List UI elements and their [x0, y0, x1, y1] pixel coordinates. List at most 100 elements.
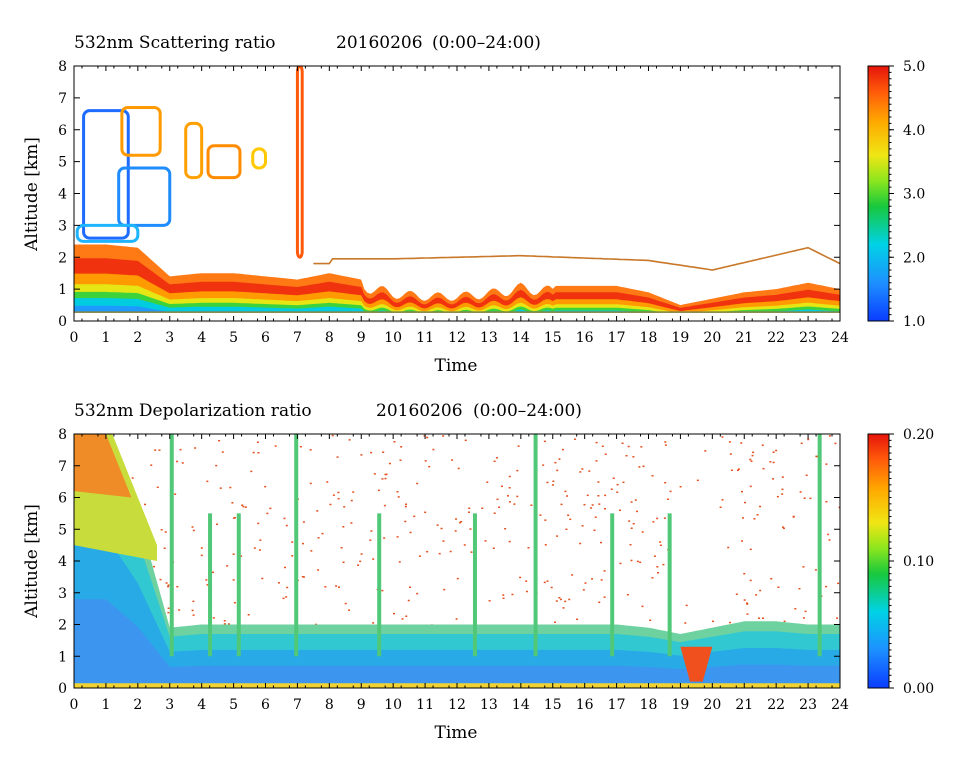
y-tick-label: 5	[58, 155, 67, 171]
y-tick-label: 7	[58, 91, 67, 107]
noise-speck	[598, 503, 601, 505]
panel-scattering: 532nm Scattering ratio 20160206 (0:00–24…	[22, 33, 925, 376]
noise-speck	[484, 540, 487, 542]
noise-speck	[736, 469, 739, 472]
vertical-streak	[667, 513, 672, 657]
noise-speck	[438, 552, 441, 555]
noise-speck	[314, 623, 317, 626]
noise-speck	[641, 531, 644, 533]
noise-speck	[649, 619, 652, 622]
noise-speck	[291, 555, 294, 557]
noise-speck	[324, 586, 327, 588]
noise-speck	[775, 449, 778, 452]
noise-speck	[440, 527, 443, 530]
noise-speck	[746, 602, 749, 604]
noise-speck	[337, 491, 340, 494]
noise-speck	[179, 448, 182, 451]
chart-title: 532nm Depolarization ratio	[74, 401, 312, 421]
noise-speck	[253, 547, 256, 549]
noise-speck	[564, 600, 567, 603]
x-tick-label: 5	[229, 697, 238, 713]
noise-speck	[398, 561, 401, 563]
noise-speck	[772, 451, 775, 453]
noise-speck	[565, 528, 568, 531]
noise-speck	[331, 434, 334, 437]
noise-speck	[370, 530, 373, 532]
y-tick-label: 8	[58, 59, 67, 75]
noise-speck	[513, 503, 516, 505]
colorbar-tick-label: 0.10	[903, 554, 934, 570]
noise-speck	[838, 506, 840, 509]
noise-speck	[543, 581, 546, 584]
noise-speck	[426, 436, 429, 439]
noise-speck	[781, 488, 784, 491]
noise-speck	[442, 540, 445, 542]
noise-speck	[232, 517, 235, 519]
noise-speck	[800, 442, 803, 445]
x-tick-label: 16	[576, 697, 594, 713]
x-tick-label: 3	[165, 697, 174, 713]
noise-speck	[560, 503, 563, 506]
noise-speck	[404, 520, 407, 523]
high-depol-region	[74, 434, 132, 498]
colorbar-tick-label: 4.0	[903, 123, 925, 139]
noise-speck	[335, 585, 338, 587]
noise-speck	[730, 469, 733, 472]
noise-speck	[486, 481, 489, 483]
y-tick-label: 3	[58, 586, 67, 602]
noise-speck	[583, 503, 586, 506]
noise-speck	[372, 622, 375, 624]
noise-speck	[603, 596, 606, 598]
noise-speck	[762, 467, 765, 470]
noise-speck	[638, 466, 641, 468]
noise-speck	[640, 446, 643, 448]
x-tick-label: 14	[512, 330, 530, 346]
noise-speck	[656, 566, 659, 568]
noise-speck	[463, 544, 466, 546]
noise-speck	[496, 498, 499, 501]
noise-speck	[567, 514, 570, 516]
noise-speck	[493, 512, 496, 514]
noise-speck	[552, 480, 555, 483]
noise-speck	[401, 618, 404, 620]
cloud-patch	[251, 147, 268, 170]
noise-speck	[622, 481, 625, 484]
noise-speck	[584, 582, 587, 584]
noise-speck	[561, 448, 564, 451]
noise-speck	[641, 605, 644, 608]
noise-speck	[586, 494, 589, 497]
x-tick-label: 20	[703, 697, 721, 713]
noise-speck	[746, 613, 749, 615]
noise-speck	[685, 604, 688, 607]
noise-speck	[457, 467, 460, 470]
noise-speck	[215, 523, 218, 526]
noise-speck	[574, 438, 577, 441]
noise-speck	[516, 469, 519, 472]
noise-speck	[200, 547, 203, 549]
noise-speck	[814, 569, 817, 571]
noise-speck	[443, 588, 446, 591]
noise-speck	[321, 532, 324, 535]
noise-speck	[579, 471, 582, 473]
noise-speck	[519, 576, 522, 579]
noise-speck	[285, 596, 288, 598]
noise-speck	[284, 566, 287, 569]
noise-speck	[783, 620, 786, 623]
noise-speck	[579, 542, 582, 545]
noise-speck	[240, 555, 243, 557]
noise-speck	[212, 571, 215, 574]
noise-speck	[283, 517, 286, 520]
noise-speck	[259, 539, 262, 541]
noise-speck	[663, 517, 666, 519]
y-tick-label: 1	[58, 282, 67, 298]
noise-speck	[464, 439, 467, 442]
noise-speck	[770, 577, 773, 580]
noise-speck	[630, 527, 633, 529]
noise-speck	[424, 511, 427, 514]
chart-date: 20160206	[336, 33, 423, 53]
heatmap-layers	[74, 434, 840, 688]
noise-speck	[516, 495, 519, 498]
noise-speck	[381, 589, 384, 592]
noise-speck	[568, 598, 571, 601]
x-tick-label: 2	[133, 697, 142, 713]
